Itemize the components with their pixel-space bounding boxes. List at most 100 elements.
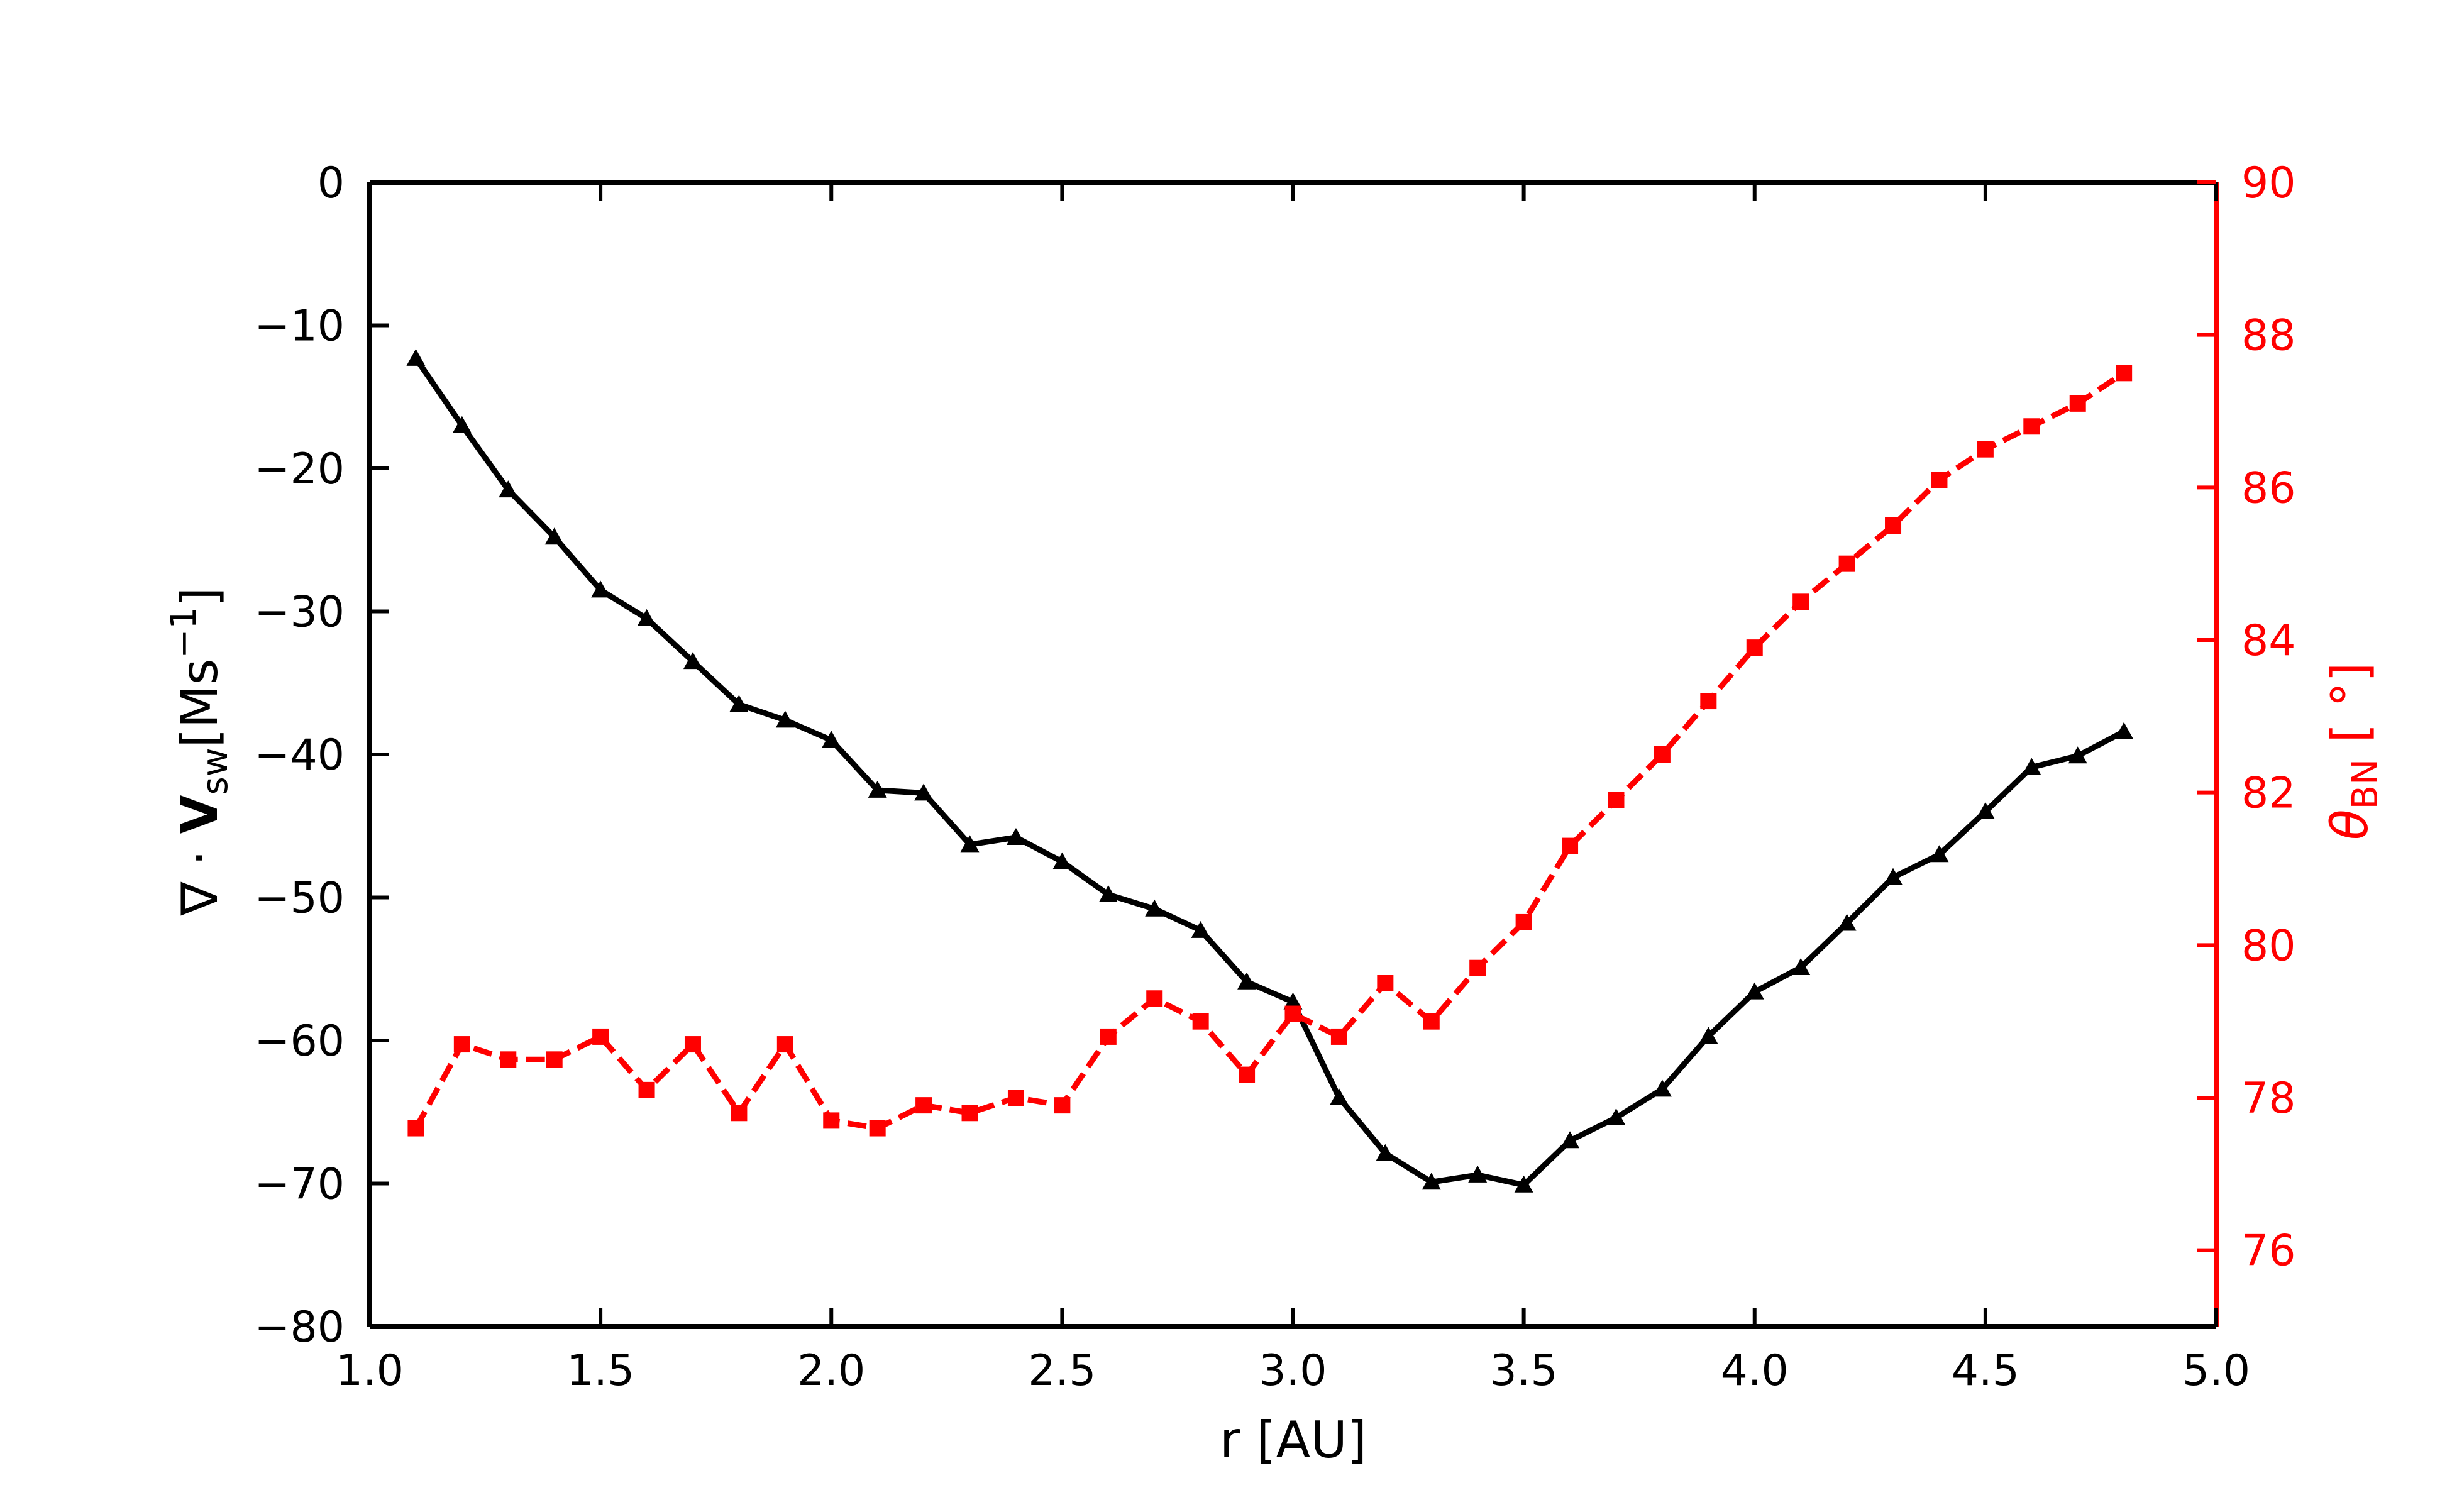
data-point-theta-bn bbox=[731, 1105, 748, 1122]
unit-open: [Ms bbox=[170, 659, 229, 748]
data-point-theta-bn bbox=[1192, 1013, 1209, 1030]
data-point-divergence bbox=[1098, 885, 1118, 902]
data-point-divergence bbox=[1329, 1088, 1349, 1105]
svg-text:θBN [ °]: θBN [ °] bbox=[2321, 663, 2386, 841]
y-right-tick-label: 86 bbox=[2241, 463, 2296, 513]
data-point-divergence bbox=[1930, 845, 1949, 863]
svg-text:∇ · Vsw[Ms−1]: ∇ · Vsw[Ms−1] bbox=[163, 587, 236, 916]
data-point-divergence bbox=[1884, 868, 1903, 885]
data-point-divergence bbox=[452, 416, 472, 433]
data-point-theta-bn bbox=[1792, 593, 1809, 610]
series-line-theta-bn bbox=[413, 370, 2126, 1131]
y-axis-left-label: ∇ · Vsw[Ms−1] bbox=[163, 587, 236, 916]
y-right-tick-label: 78 bbox=[2241, 1074, 2296, 1123]
data-point-theta-bn bbox=[1562, 837, 1579, 854]
data-point-theta-bn bbox=[1469, 959, 1486, 976]
data-point-theta-bn bbox=[453, 1036, 470, 1053]
data-point-theta-bn bbox=[1977, 441, 1994, 458]
x-tick-label: 2.5 bbox=[1028, 1346, 1096, 1396]
x-tick-label: 4.5 bbox=[1952, 1346, 2019, 1396]
x-tick-label: 3.0 bbox=[1259, 1346, 1327, 1396]
data-point-divergence bbox=[1191, 920, 1210, 938]
data-point-divergence bbox=[775, 710, 795, 728]
data-point-theta-bn bbox=[1100, 1028, 1117, 1045]
data-point-divergence bbox=[868, 780, 887, 798]
data-point-divergence bbox=[729, 695, 749, 712]
data-point-divergence bbox=[960, 835, 980, 853]
data-point-theta-bn bbox=[1284, 1005, 1301, 1022]
data-point-divergence bbox=[637, 609, 656, 626]
data-point-divergence bbox=[1468, 1165, 1488, 1183]
y-left-tick-label: −50 bbox=[254, 874, 345, 924]
v-bold-glyph: V bbox=[170, 795, 229, 834]
x-tick-label: 1.5 bbox=[566, 1346, 634, 1396]
data-point-theta-bn bbox=[1054, 1097, 1071, 1114]
data-point-theta-bn bbox=[961, 1105, 978, 1122]
y-axis-right-label: θBN [ °] bbox=[2321, 663, 2386, 841]
data-point-theta-bn bbox=[592, 1028, 609, 1045]
data-point-theta-bn bbox=[1608, 792, 1625, 808]
data-point-theta-bn bbox=[407, 1120, 424, 1137]
data-point-divergence bbox=[1376, 1144, 1395, 1161]
plot-layer bbox=[406, 348, 2134, 1193]
data-point-divergence bbox=[1422, 1173, 1441, 1190]
nabla-glyph: ∇ · bbox=[170, 834, 229, 916]
data-point-divergence bbox=[1745, 982, 1764, 1000]
data-point-divergence bbox=[914, 783, 934, 801]
frame-layer bbox=[367, 180, 2219, 1329]
data-point-theta-bn bbox=[1146, 990, 1163, 1007]
data-point-divergence bbox=[2022, 758, 2041, 775]
x-axis-label: r [AU] bbox=[1220, 1411, 1367, 1469]
data-point-divergence bbox=[1975, 802, 1995, 819]
y-right-tick-label: 88 bbox=[2241, 311, 2296, 361]
data-point-divergence bbox=[1006, 827, 1025, 845]
y-right-tick-label: 90 bbox=[2241, 158, 2296, 208]
data-point-divergence bbox=[1052, 852, 1072, 869]
y-left-tick-label: −10 bbox=[254, 302, 345, 351]
data-point-divergence bbox=[1145, 899, 1164, 917]
data-point-divergence bbox=[1237, 972, 1257, 990]
unit-exponent: −1 bbox=[163, 607, 204, 659]
x-tick-label: 1.0 bbox=[336, 1346, 404, 1396]
x-tick-label: 4.0 bbox=[1721, 1346, 1789, 1396]
data-point-divergence bbox=[1283, 992, 1303, 1010]
data-point-theta-bn bbox=[2116, 365, 2133, 382]
data-point-theta-bn bbox=[915, 1097, 932, 1114]
sw-subscript: sw bbox=[195, 748, 236, 795]
data-point-divergence bbox=[2114, 722, 2134, 739]
y-left-tick-label: 0 bbox=[318, 158, 345, 208]
data-point-divergence bbox=[1699, 1027, 1718, 1044]
x-tick-label: 3.5 bbox=[1490, 1346, 1558, 1396]
tick-layer: 1.0 1.5 2.0 2.5 3.0 3.5 4.0 4.5 5.0 0 −10 −20 −30 −40… bbox=[254, 158, 2295, 1396]
data-point-theta-bn bbox=[1423, 1013, 1440, 1030]
y-left-tick-label: −20 bbox=[254, 444, 345, 494]
y-right-tick-label: 76 bbox=[2241, 1227, 2296, 1276]
data-point-divergence bbox=[1606, 1108, 1626, 1125]
data-point-theta-bn bbox=[1654, 746, 1671, 763]
data-point-divergence bbox=[591, 580, 610, 598]
data-point-divergence bbox=[822, 731, 841, 748]
data-point-theta-bn bbox=[1377, 975, 1394, 991]
y-left-tick-label: −60 bbox=[254, 1017, 345, 1066]
data-point-theta-bn bbox=[823, 1112, 840, 1129]
x-tick-label: 2.0 bbox=[797, 1346, 865, 1396]
data-point-theta-bn bbox=[1515, 913, 1532, 930]
data-point-divergence bbox=[544, 527, 564, 545]
data-point-divergence bbox=[1791, 957, 1811, 975]
data-point-theta-bn bbox=[1838, 555, 1855, 572]
y-right-tick-label: 82 bbox=[2241, 769, 2296, 819]
data-point-theta-bn bbox=[500, 1051, 517, 1068]
data-point-theta-bn bbox=[684, 1036, 701, 1053]
data-point-theta-bn bbox=[1885, 517, 1902, 534]
data-point-divergence bbox=[1837, 913, 1857, 931]
data-point-divergence bbox=[1514, 1175, 1533, 1193]
data-point-divergence bbox=[499, 480, 518, 498]
data-point-divergence bbox=[683, 652, 702, 670]
data-point-theta-bn bbox=[776, 1036, 793, 1053]
data-point-theta-bn bbox=[1239, 1066, 1256, 1083]
data-point-theta-bn bbox=[1700, 693, 1717, 710]
unit-close: ] bbox=[170, 587, 229, 607]
data-point-theta-bn bbox=[546, 1051, 563, 1068]
data-point-theta-bn bbox=[638, 1081, 655, 1098]
